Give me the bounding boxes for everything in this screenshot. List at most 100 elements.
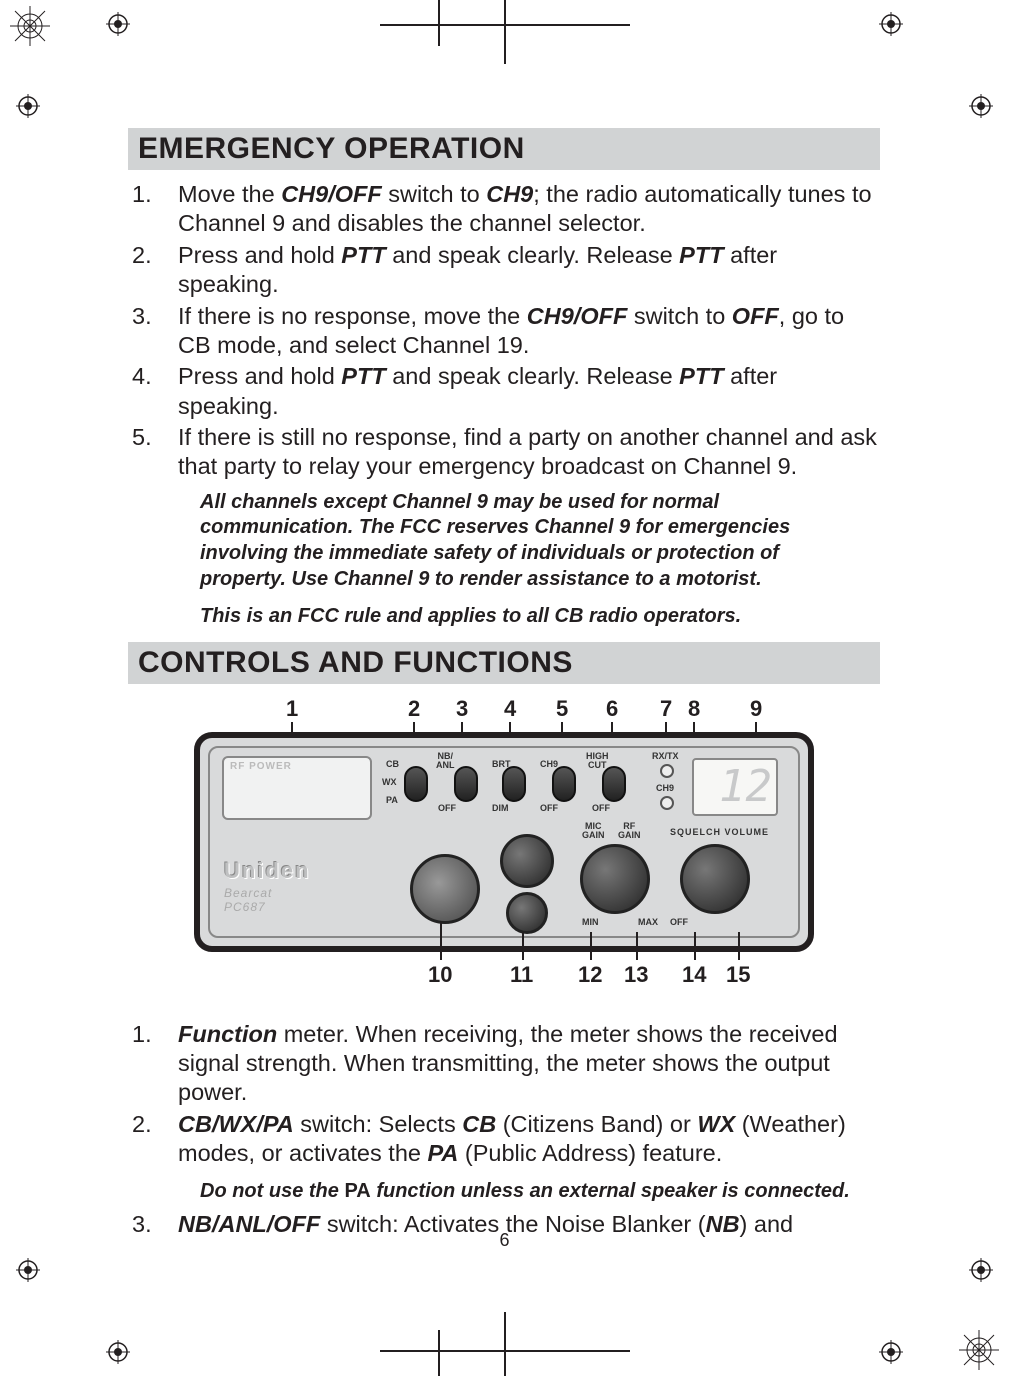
rx-tx-led	[660, 764, 674, 778]
leader-line	[522, 932, 524, 960]
leader-line	[738, 932, 740, 960]
callout-number: 10	[428, 962, 452, 988]
meter-label: RF POWER	[230, 762, 292, 773]
list-item: If there is still no response, find a pa…	[128, 423, 880, 482]
panel-label: RX/TX	[652, 752, 679, 761]
text: switch to	[627, 303, 731, 329]
panel-label: PA	[386, 796, 398, 805]
term: OFF	[732, 303, 779, 329]
leader-line	[636, 932, 638, 960]
brt-dim-switch[interactable]	[502, 766, 526, 802]
text: switch to	[382, 181, 486, 207]
emergency-steps-list: Move the CH9/OFF switch to CH9; the radi…	[128, 180, 880, 482]
ch9-switch[interactable]	[552, 766, 576, 802]
callout-number: 7	[660, 696, 672, 722]
mic-socket[interactable]	[410, 854, 480, 924]
ch9-led	[660, 796, 674, 810]
crop-line	[380, 1350, 630, 1352]
registration-mark-icon	[106, 1340, 130, 1364]
text: function unless an external speaker is c…	[371, 1180, 850, 1202]
callout-number: 1	[286, 696, 298, 722]
term: WX	[697, 1111, 735, 1137]
term: CB	[462, 1111, 496, 1137]
crop-line	[438, 0, 440, 46]
page-content: EMERGENCY OPERATION Move the CH9/OFF swi…	[128, 128, 880, 1242]
controls-list: Function meter. When receiving, the mete…	[128, 1020, 880, 1240]
registration-mark-icon	[16, 94, 40, 118]
corner-burst-icon	[959, 1330, 999, 1370]
model-label: BearcatPC687	[224, 886, 272, 914]
panel-label: OFF	[438, 804, 456, 813]
list-item: Move the CH9/OFF switch to CH9; the radi…	[128, 180, 880, 239]
callout-number: 9	[750, 696, 762, 722]
registration-mark-icon	[879, 1340, 903, 1364]
callout-number: 3	[456, 696, 468, 722]
panel-label: HIGH CUT	[586, 752, 609, 771]
channel-knob[interactable]	[500, 834, 554, 888]
term: PTT	[341, 242, 385, 268]
leader-line	[694, 932, 696, 960]
registration-mark-icon	[16, 1258, 40, 1282]
heading-controls: CONTROLS AND FUNCTIONS	[128, 642, 880, 684]
panel-label: OFF	[670, 918, 688, 927]
text: meter. When receiving, the meter shows t…	[178, 1021, 838, 1106]
term: CH9/OFF	[527, 303, 628, 329]
mic-rf-gain-knob[interactable]	[580, 844, 650, 914]
panel-label: CH9	[656, 784, 674, 793]
crop-line	[504, 0, 506, 64]
brand-logo: Uniden	[224, 858, 311, 884]
heading-emergency: EMERGENCY OPERATION	[128, 128, 880, 170]
crop-line	[380, 24, 630, 26]
panel-label: OFF	[540, 804, 558, 813]
cb-wx-pa-switch[interactable]	[404, 766, 428, 802]
crop-line	[504, 1312, 506, 1376]
panel-label: OFF	[592, 804, 610, 813]
page-number: 6	[0, 1230, 1009, 1251]
text: (Citizens Band) or	[496, 1111, 697, 1137]
leader-line	[440, 922, 442, 960]
pa-warning-note: Do not use the PA function unless an ext…	[178, 1179, 880, 1205]
registration-mark-icon	[969, 1258, 993, 1282]
registration-mark-icon	[879, 12, 903, 36]
channel-knob-inner[interactable]	[506, 892, 548, 934]
text: If there is no response, move the	[178, 303, 527, 329]
callout-number: 5	[556, 696, 568, 722]
callout-number: 6	[606, 696, 618, 722]
panel-label: WX	[382, 778, 397, 787]
nb-anl-switch[interactable]	[454, 766, 478, 802]
corner-burst-icon	[10, 6, 50, 46]
callout-number: 13	[624, 962, 648, 988]
channel-display: 12	[692, 758, 778, 816]
leader-line	[590, 932, 592, 960]
term: PTT	[679, 363, 723, 389]
fcc-note-1: All channels except Channel 9 may be use…	[128, 490, 880, 592]
fcc-note-2: This is an FCC rule and applies to all C…	[128, 604, 880, 630]
device-diagram: 1 2 3 4 5 6 7 8 9	[128, 696, 880, 992]
callout-number: 11	[510, 962, 533, 988]
term: Function	[178, 1021, 277, 1047]
list-item: Press and hold PTT and speak clearly. Re…	[128, 362, 880, 421]
panel-label: RF GAIN	[618, 822, 641, 841]
term: PA	[427, 1140, 458, 1166]
panel-label: MIN	[582, 918, 599, 927]
list-item: Press and hold PTT and speak clearly. Re…	[128, 241, 880, 300]
radio-faceplate: RF POWER Uniden BearcatPC687 CB WX PA NB…	[194, 732, 814, 952]
term: PTT	[341, 363, 385, 389]
rf-power-meter: RF POWER	[222, 756, 372, 820]
panel-label: CB	[386, 760, 399, 769]
text: and speak clearly. Release	[386, 242, 679, 268]
callout-number: 12	[578, 962, 602, 988]
callout-number: 15	[726, 962, 750, 988]
text: (Public Address) feature.	[458, 1140, 722, 1166]
high-cut-switch[interactable]	[602, 766, 626, 802]
panel-label: DIM	[492, 804, 509, 813]
squelch-volume-knob[interactable]	[680, 844, 750, 914]
text: Do not use the	[200, 1180, 344, 1202]
panel-label: CH9	[540, 760, 558, 769]
term: CB/WX/PA	[178, 1111, 294, 1137]
text: switch: Selects	[294, 1111, 462, 1137]
term: PTT	[679, 242, 723, 268]
registration-mark-icon	[969, 94, 993, 118]
text: Press and hold	[178, 242, 341, 268]
crop-line	[438, 1330, 440, 1376]
